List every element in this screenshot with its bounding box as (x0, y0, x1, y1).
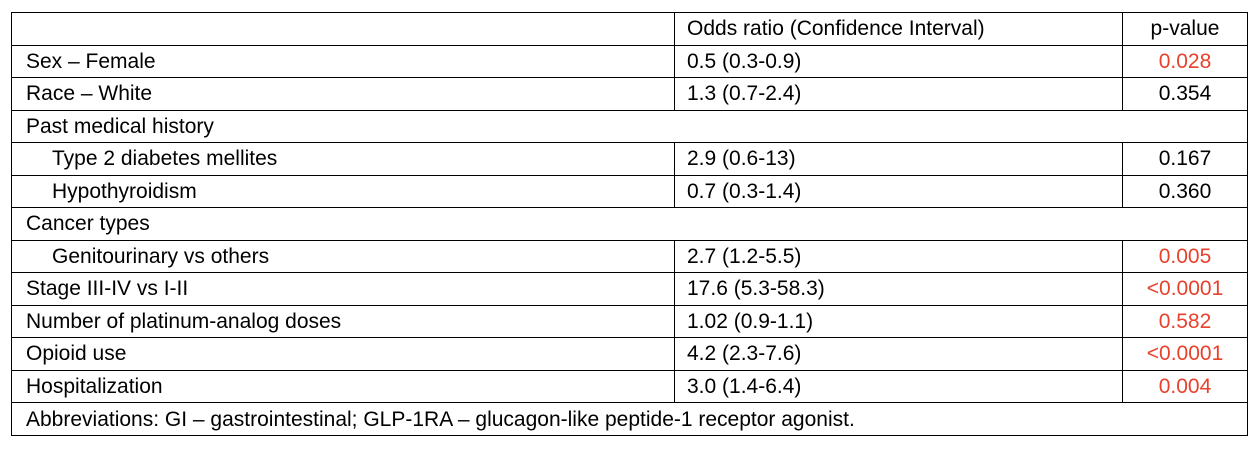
row-p-value: 0.005 (1122, 239, 1248, 273)
table-row: Type 2 diabetes mellites 2.9 (0.6-13) 0.… (11, 142, 1248, 176)
section-row: Past medical history (11, 109, 1248, 143)
table-row: Sex – Female 0.5 (0.3-0.9) 0.028 (11, 44, 1248, 78)
header-odds-ratio: Odds ratio (Confidence Interval) (674, 12, 1123, 46)
row-odds-ratio: 2.7 (1.2-5.5) (674, 239, 1123, 273)
row-label: Hospitalization (11, 369, 675, 403)
odds-ratio-table: Odds ratio (Confidence Interval) p-value… (11, 12, 1248, 436)
row-label: Type 2 diabetes mellites (11, 142, 675, 176)
row-p-value: 0.582 (1122, 304, 1248, 338)
row-p-value: 0.167 (1122, 142, 1248, 176)
row-label: Stage III-IV vs I-II (11, 272, 675, 306)
row-label: Genitourinary vs others (11, 239, 675, 273)
row-odds-ratio: 0.7 (0.3-1.4) (674, 174, 1123, 208)
footnote: Abbreviations: GI – gastrointestinal; GL… (11, 402, 1248, 436)
row-label: Hypothyroidism (11, 174, 675, 208)
footnote-row: Abbreviations: GI – gastrointestinal; GL… (11, 402, 1248, 436)
row-odds-ratio: 17.6 (5.3-58.3) (674, 272, 1123, 306)
row-p-value: 0.028 (1122, 44, 1248, 78)
header-row: Odds ratio (Confidence Interval) p-value (11, 12, 1248, 46)
row-p-value: 0.004 (1122, 369, 1248, 403)
row-odds-ratio: 2.9 (0.6-13) (674, 142, 1123, 176)
row-label: Opioid use (11, 337, 675, 371)
row-odds-ratio: 1.3 (0.7-2.4) (674, 77, 1123, 111)
section-label: Past medical history (11, 109, 1248, 143)
table-row: Hypothyroidism 0.7 (0.3-1.4) 0.360 (11, 174, 1248, 208)
row-label: Number of platinum-analog doses (11, 304, 675, 338)
row-p-value: 0.354 (1122, 77, 1248, 111)
table-row: Stage III-IV vs I-II 17.6 (5.3-58.3) <0.… (11, 272, 1248, 306)
table-row: Number of platinum-analog doses 1.02 (0.… (11, 304, 1248, 338)
row-odds-ratio: 4.2 (2.3-7.6) (674, 337, 1123, 371)
table-row: Opioid use 4.2 (2.3-7.6) <0.0001 (11, 337, 1248, 371)
row-odds-ratio: 1.02 (0.9-1.1) (674, 304, 1123, 338)
header-variable (11, 12, 675, 46)
row-label: Sex – Female (11, 44, 675, 78)
row-odds-ratio: 3.0 (1.4-6.4) (674, 369, 1123, 403)
row-p-value: 0.360 (1122, 174, 1248, 208)
section-row: Cancer types (11, 207, 1248, 241)
row-p-value: <0.0001 (1122, 337, 1248, 371)
table-row: Race – White 1.3 (0.7-2.4) 0.354 (11, 77, 1248, 111)
row-label: Race – White (11, 77, 675, 111)
row-odds-ratio: 0.5 (0.3-0.9) (674, 44, 1123, 78)
table-row: Hospitalization 3.0 (1.4-6.4) 0.004 (11, 369, 1248, 403)
table-row: Genitourinary vs others 2.7 (1.2-5.5) 0.… (11, 239, 1248, 273)
header-p-value: p-value (1122, 12, 1248, 46)
section-label: Cancer types (11, 207, 1248, 241)
row-p-value: <0.0001 (1122, 272, 1248, 306)
